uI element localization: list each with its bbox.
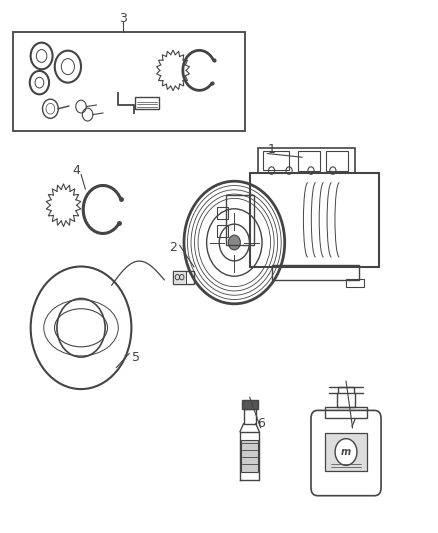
Bar xyxy=(258,148,355,173)
Bar xyxy=(244,409,256,424)
Bar xyxy=(241,440,258,472)
Text: 1: 1 xyxy=(268,143,276,156)
Bar xyxy=(226,195,254,245)
Text: 7: 7 xyxy=(349,417,357,430)
Bar xyxy=(325,433,367,471)
Text: 5: 5 xyxy=(132,351,140,364)
Bar xyxy=(250,173,379,266)
Bar xyxy=(298,151,320,171)
Bar xyxy=(135,97,159,109)
Bar xyxy=(263,151,289,170)
Bar xyxy=(326,151,348,171)
Circle shape xyxy=(335,439,357,465)
Bar xyxy=(242,400,258,409)
Text: m: m xyxy=(341,447,351,457)
Text: 4: 4 xyxy=(73,164,81,177)
Bar xyxy=(217,225,228,237)
Text: 6: 6 xyxy=(257,417,265,430)
Bar xyxy=(337,393,355,407)
Bar xyxy=(173,271,194,284)
FancyBboxPatch shape xyxy=(311,410,381,496)
Text: 3: 3 xyxy=(119,12,127,25)
Circle shape xyxy=(228,235,240,250)
Bar xyxy=(272,265,359,280)
Bar xyxy=(346,279,364,287)
Bar xyxy=(325,407,367,418)
Text: 2: 2 xyxy=(169,241,177,254)
Bar xyxy=(173,271,186,284)
Bar xyxy=(217,207,228,219)
Bar xyxy=(13,32,245,131)
